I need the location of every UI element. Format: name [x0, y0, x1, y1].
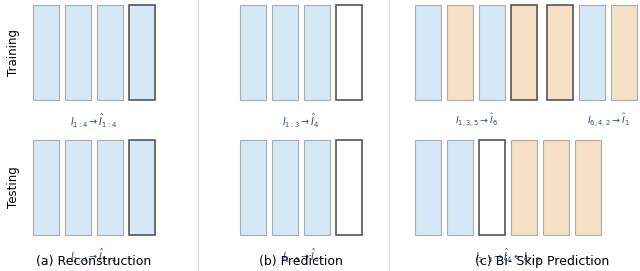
Text: $I_{1:3} \rightarrow \hat{I}_{4}$: $I_{1:3} \rightarrow \hat{I}_{4}$	[282, 247, 320, 265]
Text: $I_{1:4} \rightarrow \hat{I}_{1:4}$: $I_{1:4} \rightarrow \hat{I}_{1:4}$	[70, 247, 118, 265]
FancyBboxPatch shape	[511, 140, 537, 235]
FancyBboxPatch shape	[415, 140, 441, 235]
FancyBboxPatch shape	[240, 140, 266, 235]
Text: (c) Bi- Skip Prediction: (c) Bi- Skip Prediction	[475, 255, 609, 268]
Text: $I_{1,3,5} \rightarrow \hat{I}_{6}$: $I_{1,3,5} \rightarrow \hat{I}_{6}$	[454, 112, 497, 130]
FancyBboxPatch shape	[129, 140, 155, 235]
FancyBboxPatch shape	[336, 5, 362, 100]
FancyBboxPatch shape	[65, 5, 91, 100]
FancyBboxPatch shape	[97, 140, 123, 235]
Text: $I_{1:3} \rightarrow \hat{I}_{4}$: $I_{1:3} \rightarrow \hat{I}_{4}$	[282, 112, 320, 130]
FancyBboxPatch shape	[447, 140, 473, 235]
FancyBboxPatch shape	[240, 5, 266, 100]
FancyBboxPatch shape	[479, 5, 505, 100]
FancyBboxPatch shape	[33, 140, 59, 235]
FancyBboxPatch shape	[547, 5, 573, 100]
Text: $I_{1:3} \rightarrow \hat{I}_{4} \leftarrow I_{7:5}$: $I_{1:3} \rightarrow \hat{I}_{4} \leftar…	[475, 247, 541, 265]
FancyBboxPatch shape	[575, 140, 601, 235]
FancyBboxPatch shape	[304, 140, 330, 235]
FancyBboxPatch shape	[611, 5, 637, 100]
Text: (b) Prediction: (b) Prediction	[259, 255, 343, 268]
Text: Training: Training	[6, 29, 19, 76]
FancyBboxPatch shape	[33, 5, 59, 100]
FancyBboxPatch shape	[447, 5, 473, 100]
FancyBboxPatch shape	[272, 5, 298, 100]
Text: $I_{6,4,2} \rightarrow \hat{I}_{1}$: $I_{6,4,2} \rightarrow \hat{I}_{1}$	[587, 112, 629, 130]
FancyBboxPatch shape	[415, 5, 441, 100]
FancyBboxPatch shape	[272, 140, 298, 235]
FancyBboxPatch shape	[65, 140, 91, 235]
FancyBboxPatch shape	[511, 5, 537, 100]
FancyBboxPatch shape	[336, 140, 362, 235]
FancyBboxPatch shape	[304, 5, 330, 100]
Text: Testing: Testing	[6, 167, 19, 208]
FancyBboxPatch shape	[479, 140, 505, 235]
Text: $I_{1:4} \rightarrow \hat{I}_{1:4}$: $I_{1:4} \rightarrow \hat{I}_{1:4}$	[70, 112, 118, 130]
FancyBboxPatch shape	[543, 140, 569, 235]
FancyBboxPatch shape	[97, 5, 123, 100]
Text: (a) Reconstruction: (a) Reconstruction	[36, 255, 152, 268]
FancyBboxPatch shape	[579, 5, 605, 100]
FancyBboxPatch shape	[129, 5, 155, 100]
